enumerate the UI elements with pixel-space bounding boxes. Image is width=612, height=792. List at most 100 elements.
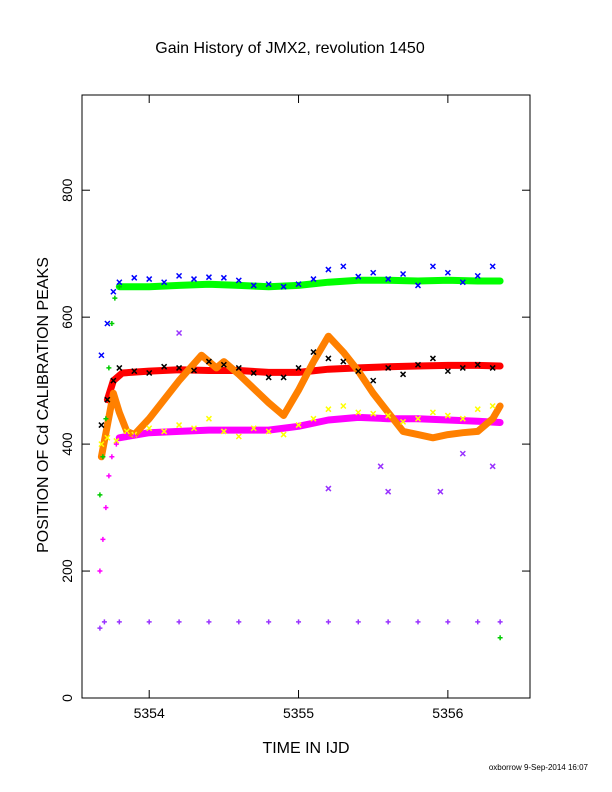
data-point-0-22 <box>400 270 407 278</box>
data-point-2-7 <box>176 422 183 429</box>
data-point-4-1 <box>101 619 107 625</box>
data-point-1-13 <box>265 374 272 381</box>
data-point-0-13 <box>265 281 272 288</box>
data-point-1-25 <box>444 368 451 375</box>
data-point-2-6 <box>161 428 168 435</box>
data-point-2-14 <box>280 431 287 438</box>
data-point-1-12 <box>250 369 257 377</box>
x-tick-label-5355: 5355 <box>283 705 314 721</box>
data-point-1-19 <box>355 368 362 375</box>
data-point-4-15 <box>497 619 503 625</box>
data-point-2-27 <box>474 406 481 413</box>
data-point-2-20 <box>370 410 377 417</box>
data-point-0-28 <box>489 263 496 270</box>
data-point-3-4 <box>437 488 444 495</box>
data-point-0-17 <box>325 266 332 273</box>
data-point-1-8 <box>190 367 198 374</box>
data-point-6-0 <box>97 492 103 498</box>
data-point-6-3 <box>106 365 112 371</box>
data-point-1-21 <box>385 364 392 371</box>
x-tick-label-5354: 5354 <box>134 705 165 721</box>
y-tick-label-0: 0 <box>59 694 75 702</box>
data-point-0-25 <box>444 269 451 276</box>
data-point-1-26 <box>459 364 466 371</box>
data-point-1-10 <box>220 361 227 368</box>
data-point-1-18 <box>340 358 347 365</box>
data-point-4-11 <box>385 619 391 625</box>
data-point-0-8 <box>190 276 198 283</box>
data-point-0-6 <box>161 279 168 286</box>
data-point-5-6 <box>124 432 130 438</box>
data-point-1-27 <box>474 361 481 368</box>
data-point-2-26 <box>459 415 466 422</box>
data-point-6-7 <box>497 635 503 641</box>
data-point-0-15 <box>295 281 302 288</box>
y-axis-label: POSITION OF Cd CALIBRATION PEAKS <box>35 257 52 553</box>
data-point-0-14 <box>280 283 287 290</box>
data-point-1-1 <box>104 396 111 403</box>
data-point-3-1 <box>325 485 332 492</box>
data-point-2-23 <box>414 415 422 422</box>
data-point-1-9 <box>205 358 212 365</box>
data-point-0-12 <box>250 282 257 289</box>
data-point-0-20 <box>370 269 377 276</box>
data-point-2-3 <box>123 428 130 435</box>
data-point-2-22 <box>400 418 407 425</box>
data-point-0-0 <box>98 352 105 359</box>
data-point-1-20 <box>370 377 377 384</box>
y-tick-label-400: 400 <box>59 432 75 456</box>
data-point-1-28 <box>489 364 496 371</box>
data-point-1-23 <box>414 361 422 368</box>
series-line-2 <box>115 413 504 442</box>
data-point-2-9 <box>205 415 212 422</box>
data-point-6-6 <box>116 284 122 290</box>
data-point-2-1 <box>104 434 111 441</box>
chart-title: Gain History of JMX2, revolution 1450 <box>155 40 425 57</box>
y-tick-label-800: 800 <box>59 178 75 202</box>
data-point-5-7 <box>131 433 137 439</box>
data-point-2-12 <box>250 425 257 432</box>
data-point-2-16 <box>310 415 317 422</box>
data-point-2-8 <box>190 425 198 432</box>
data-point-1-22 <box>400 371 407 378</box>
data-point-3-0 <box>176 329 183 337</box>
data-point-0-10 <box>220 274 227 281</box>
data-point-2-28 <box>489 402 496 410</box>
data-point-3-2 <box>377 463 384 470</box>
data-point-0-21 <box>385 276 392 283</box>
data-point-4-14 <box>475 619 481 625</box>
data-point-3-3 <box>385 488 392 495</box>
data-point-0-1 <box>104 320 111 327</box>
data-point-5-4 <box>109 454 115 460</box>
data-point-1-11 <box>235 364 242 371</box>
data-point-4-0 <box>97 625 103 631</box>
data-point-4-9 <box>325 619 331 625</box>
footer-credit: oxborrow 9-Sep-2014 16:07 <box>489 763 589 772</box>
data-point-2-24 <box>429 409 436 416</box>
y-tick-label-200: 200 <box>59 559 75 583</box>
data-point-1-14 <box>280 374 287 381</box>
data-point-4-7 <box>266 619 272 625</box>
data-point-0-9 <box>205 274 212 281</box>
data-point-4-3 <box>146 619 152 625</box>
data-point-0-5 <box>146 276 153 283</box>
data-point-1-24 <box>429 355 436 362</box>
data-point-2-0 <box>98 441 105 448</box>
data-point-4-10 <box>355 619 361 625</box>
data-point-0-11 <box>235 277 242 284</box>
data-point-0-3 <box>116 279 123 286</box>
data-point-4-5 <box>206 619 212 625</box>
data-point-1-7 <box>176 364 183 371</box>
data-point-1-16 <box>310 349 317 356</box>
data-point-0-2 <box>110 288 117 295</box>
plot-frame <box>81 94 531 699</box>
data-point-3-6 <box>489 463 496 470</box>
data-point-0-26 <box>459 279 466 286</box>
data-point-2-11 <box>235 433 242 440</box>
plot-area <box>97 263 504 641</box>
data-point-2-10 <box>220 428 227 435</box>
data-point-4-2 <box>116 619 122 625</box>
data-point-1-17 <box>325 355 332 362</box>
data-point-2-21 <box>385 412 392 419</box>
data-point-0-7 <box>176 272 183 279</box>
